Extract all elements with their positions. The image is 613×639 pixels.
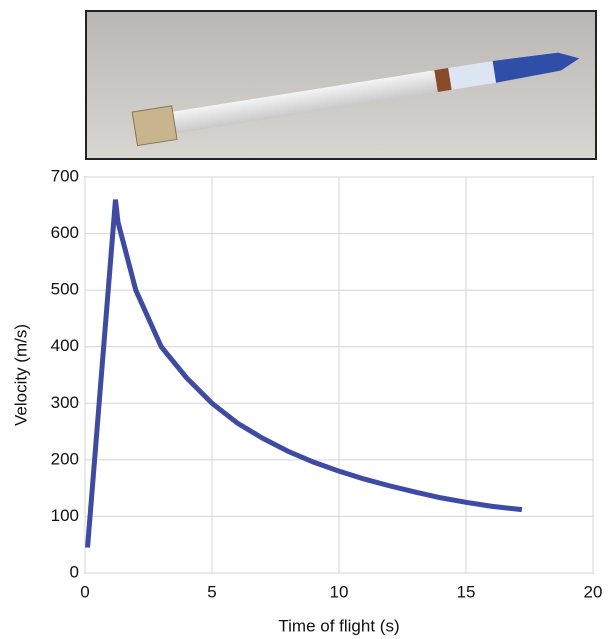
rocket-nose — [492, 52, 580, 83]
rocket — [131, 52, 580, 147]
y-tick-label: 0 — [70, 562, 79, 581]
data-line — [85, 199, 523, 548]
x-axis-label: Time of flight (s) — [278, 616, 399, 635]
rocket-section — [448, 61, 497, 90]
y-tick-label: 700 — [51, 166, 79, 185]
y-tick-label: 400 — [51, 336, 79, 355]
y-tick-label: 300 — [51, 393, 79, 412]
x-tick-label: 0 — [80, 582, 89, 601]
rocket-fins — [131, 105, 178, 147]
x-tick-label: 20 — [584, 582, 603, 601]
x-tick-label: 5 — [207, 582, 216, 601]
x-tick-label: 10 — [330, 582, 349, 601]
y-tick-label: 500 — [51, 280, 79, 299]
y-tick-label: 200 — [51, 449, 79, 468]
rocket-photo — [85, 10, 597, 160]
y-axis-label: Velocity (m/s) — [11, 324, 30, 426]
y-tick-label: 100 — [51, 506, 79, 525]
x-tick-label: 15 — [457, 582, 476, 601]
rocket-band — [434, 68, 452, 92]
rocket-body — [144, 70, 442, 137]
y-tick-label: 600 — [51, 223, 79, 242]
